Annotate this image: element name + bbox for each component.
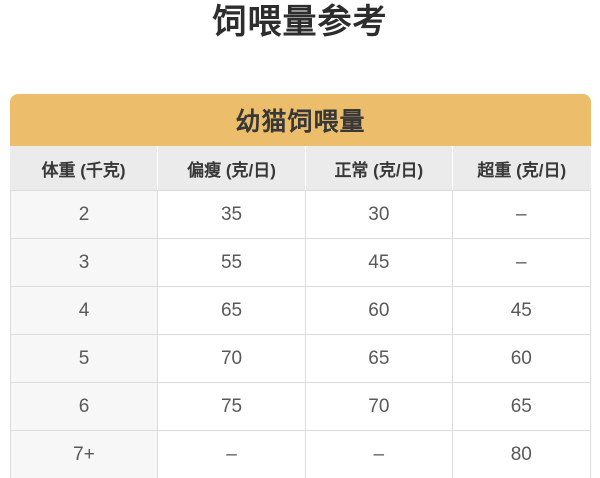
- table-row: 7+ – –80: [10, 430, 591, 478]
- table-row: 3 55 45–: [10, 238, 591, 286]
- amount-cell: 65: [156, 286, 306, 334]
- table-body: 2 35 30–3 55 45–4 65 60 45 5 70 65 60 6 75 70 65 7+ – –80: [10, 190, 591, 478]
- weight-cell: 4: [10, 286, 157, 334]
- table-row: 2 35 30–: [10, 190, 591, 238]
- amount-cell: 70: [305, 382, 452, 430]
- amount-cell: –: [451, 238, 591, 286]
- weight-cell: 3: [10, 238, 157, 286]
- table-row: 4 65 60 45: [10, 286, 591, 334]
- amount-cell: –: [305, 430, 452, 478]
- amount-cell: 65: [451, 382, 591, 430]
- amount-cell: 45: [305, 238, 452, 286]
- amount-cell: 30: [305, 190, 452, 238]
- column-header-normal: 正常 (克/日): [305, 146, 452, 190]
- feeding-table: 体重 (千克) 偏瘦 (克/日) 正常 (克/日) 超重 (克/日) 2 35 30…: [10, 146, 591, 478]
- page-title: 饲喂量参考: [212, 3, 388, 41]
- amount-cell: 35: [156, 190, 306, 238]
- amount-cell: 75: [156, 382, 306, 430]
- column-header-overweight: 超重 (克/日): [451, 146, 591, 190]
- amount-cell: 70: [156, 334, 306, 382]
- table-title-band: 幼猫饲喂量: [10, 94, 591, 146]
- table-row: 6 75 70 65: [10, 382, 591, 430]
- weight-cell: 7+: [10, 430, 157, 478]
- amount-cell: 65: [305, 334, 452, 382]
- amount-cell: –: [156, 430, 306, 478]
- amount-cell: 60: [305, 286, 452, 334]
- weight-cell: 6: [10, 382, 157, 430]
- table-row: 5 70 65 60: [10, 334, 591, 382]
- amount-cell: 80: [451, 430, 591, 478]
- amount-cell: 60: [451, 334, 591, 382]
- amount-cell: 55: [156, 238, 306, 286]
- amount-cell: –: [451, 190, 591, 238]
- table-header-row: 体重 (千克) 偏瘦 (克/日) 正常 (克/日) 超重 (克/日): [10, 146, 591, 190]
- column-header-weight: 体重 (千克): [10, 146, 157, 190]
- column-header-underweight: 偏瘦 (克/日): [156, 146, 306, 190]
- table-title: 幼猫饲喂量: [235, 108, 366, 136]
- amount-cell: 45: [451, 286, 591, 334]
- weight-cell: 5: [10, 334, 157, 382]
- feeding-table-card: 幼猫饲喂量 体重 (千克) 偏瘦 (克/日) 正常 (克/日) 超重 (克/日)…: [10, 94, 591, 478]
- weight-cell: 2: [10, 190, 157, 238]
